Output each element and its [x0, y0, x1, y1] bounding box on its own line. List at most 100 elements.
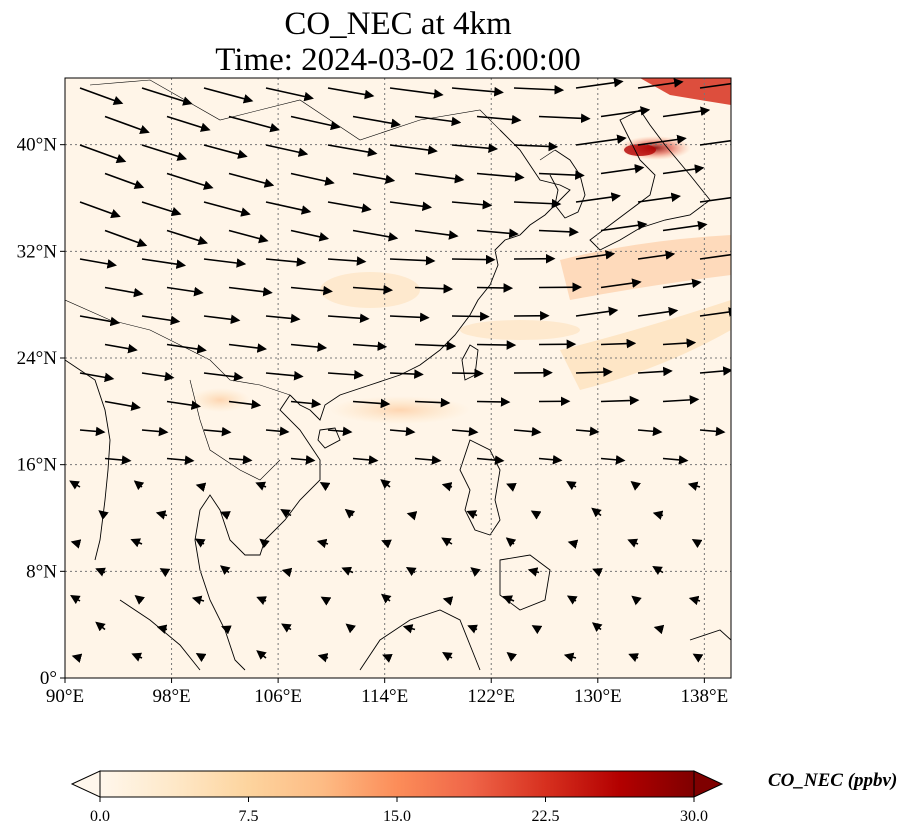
wind-arrow [95, 567, 106, 577]
wind-arrow [538, 113, 591, 124]
coastline-new-guinea [689, 629, 731, 641]
plume-japan-core [624, 144, 656, 156]
wind-arrow [627, 538, 639, 548]
wind-arrow [513, 84, 565, 95]
coastline-china [289, 129, 571, 421]
wind-arrow [637, 366, 673, 377]
wind-arrow [531, 625, 543, 635]
wind-arrow [95, 621, 106, 632]
wind-arrow [505, 537, 517, 548]
wind-arrow [352, 284, 394, 295]
colorbar: 0.0 7.5 15.0 22.5 30.0 [70, 770, 724, 825]
wind-arrow [265, 257, 307, 267]
wind-arrow [506, 651, 518, 662]
wind-arrow [630, 480, 642, 491]
wind-arrow [699, 366, 731, 376]
wind-arrow [280, 509, 292, 519]
wind-arrow [131, 652, 143, 662]
wind-arrow [265, 87, 314, 102]
wind-arrow [441, 482, 453, 492]
wind-arrow [141, 201, 182, 217]
border-indochina [189, 379, 281, 481]
plume-band-southeast [560, 300, 731, 390]
plume-yunnan [190, 388, 250, 412]
wind-arrow [265, 426, 290, 437]
wind-arrow [265, 144, 309, 157]
wind-arrow [575, 306, 619, 317]
wind-arrow [451, 199, 493, 210]
wind-arrow [389, 255, 436, 266]
tick-label-lon: 122°E [467, 686, 515, 707]
wind-arrow [352, 341, 388, 352]
plot-background [65, 78, 731, 678]
wind-arrow [441, 537, 453, 547]
coastline-taiwan [461, 344, 479, 381]
wind-arrow [692, 653, 704, 663]
tick-label-lon: 138°E [681, 686, 729, 707]
wind-arrow [563, 652, 577, 662]
plot-frame [64, 77, 732, 679]
wind-arrow [141, 144, 188, 161]
wind-arrow [156, 624, 168, 634]
wind-arrow [600, 395, 640, 406]
wind-arrow [538, 170, 585, 180]
coastline-borneo [359, 609, 481, 671]
colorbar-tick-label: 0.0 [90, 808, 110, 825]
wind-arrow [203, 144, 248, 159]
wind-arrow [228, 399, 262, 410]
tick-label-lat: 8°N [26, 561, 57, 582]
wind-arrow [228, 343, 267, 353]
wind-arrow [687, 481, 701, 491]
tick-label-lon: 90°E [46, 686, 84, 707]
wind-arrow [591, 507, 602, 518]
wind-arrow [476, 283, 514, 293]
wind-arrow [538, 227, 579, 237]
wind-arrow [566, 481, 577, 491]
wind-arrow [389, 87, 444, 99]
tick-label-lon: 98°E [152, 686, 190, 707]
wind-arrow [513, 198, 562, 209]
wind-arrow [402, 624, 416, 634]
wind-arrow [228, 172, 275, 188]
wind-arrow [352, 229, 399, 242]
wind-arrow [476, 114, 522, 125]
wind-arrow [290, 115, 341, 131]
wind-arrow [281, 567, 293, 578]
wind-arrow [513, 141, 559, 152]
wind-arrow [451, 254, 496, 265]
wind-arrow [691, 539, 703, 549]
wind-arrow [195, 653, 207, 663]
wind-arrow [130, 538, 143, 548]
wind-arrow [442, 652, 453, 662]
wind-arrow [79, 315, 121, 327]
wind-arrow [380, 593, 392, 604]
wind-arrow [327, 87, 375, 100]
wind-arrow [319, 482, 331, 492]
wind-arrow [352, 398, 391, 409]
wind-arrow [575, 134, 627, 146]
wind-arrow [476, 455, 505, 465]
wind-arrow [133, 480, 145, 491]
wind-arrow [316, 538, 329, 549]
wind-arrow [79, 144, 127, 164]
wind-arrow [575, 367, 613, 377]
border-korea [539, 149, 556, 161]
wind-arrow [628, 653, 639, 663]
wind-arrow [265, 201, 312, 215]
wind-arrow [389, 369, 424, 379]
tick-label-lat: 0° [40, 668, 57, 689]
wind-arrow [341, 566, 354, 576]
wind-arrow [652, 566, 664, 576]
wind-arrow [104, 229, 148, 248]
wind-arrow [527, 567, 540, 577]
map-plot-area [64, 77, 732, 679]
tick-label-lat: 16°N [17, 455, 58, 476]
wind-arrow [662, 395, 700, 405]
wind-arrow [79, 258, 117, 269]
wind-arrow [600, 338, 637, 349]
colorbar-extend-low [70, 770, 101, 798]
wind-arrow [256, 596, 267, 606]
wind-arrow [203, 87, 254, 104]
wind-arrow [538, 454, 563, 465]
wind-arrow [600, 163, 645, 175]
